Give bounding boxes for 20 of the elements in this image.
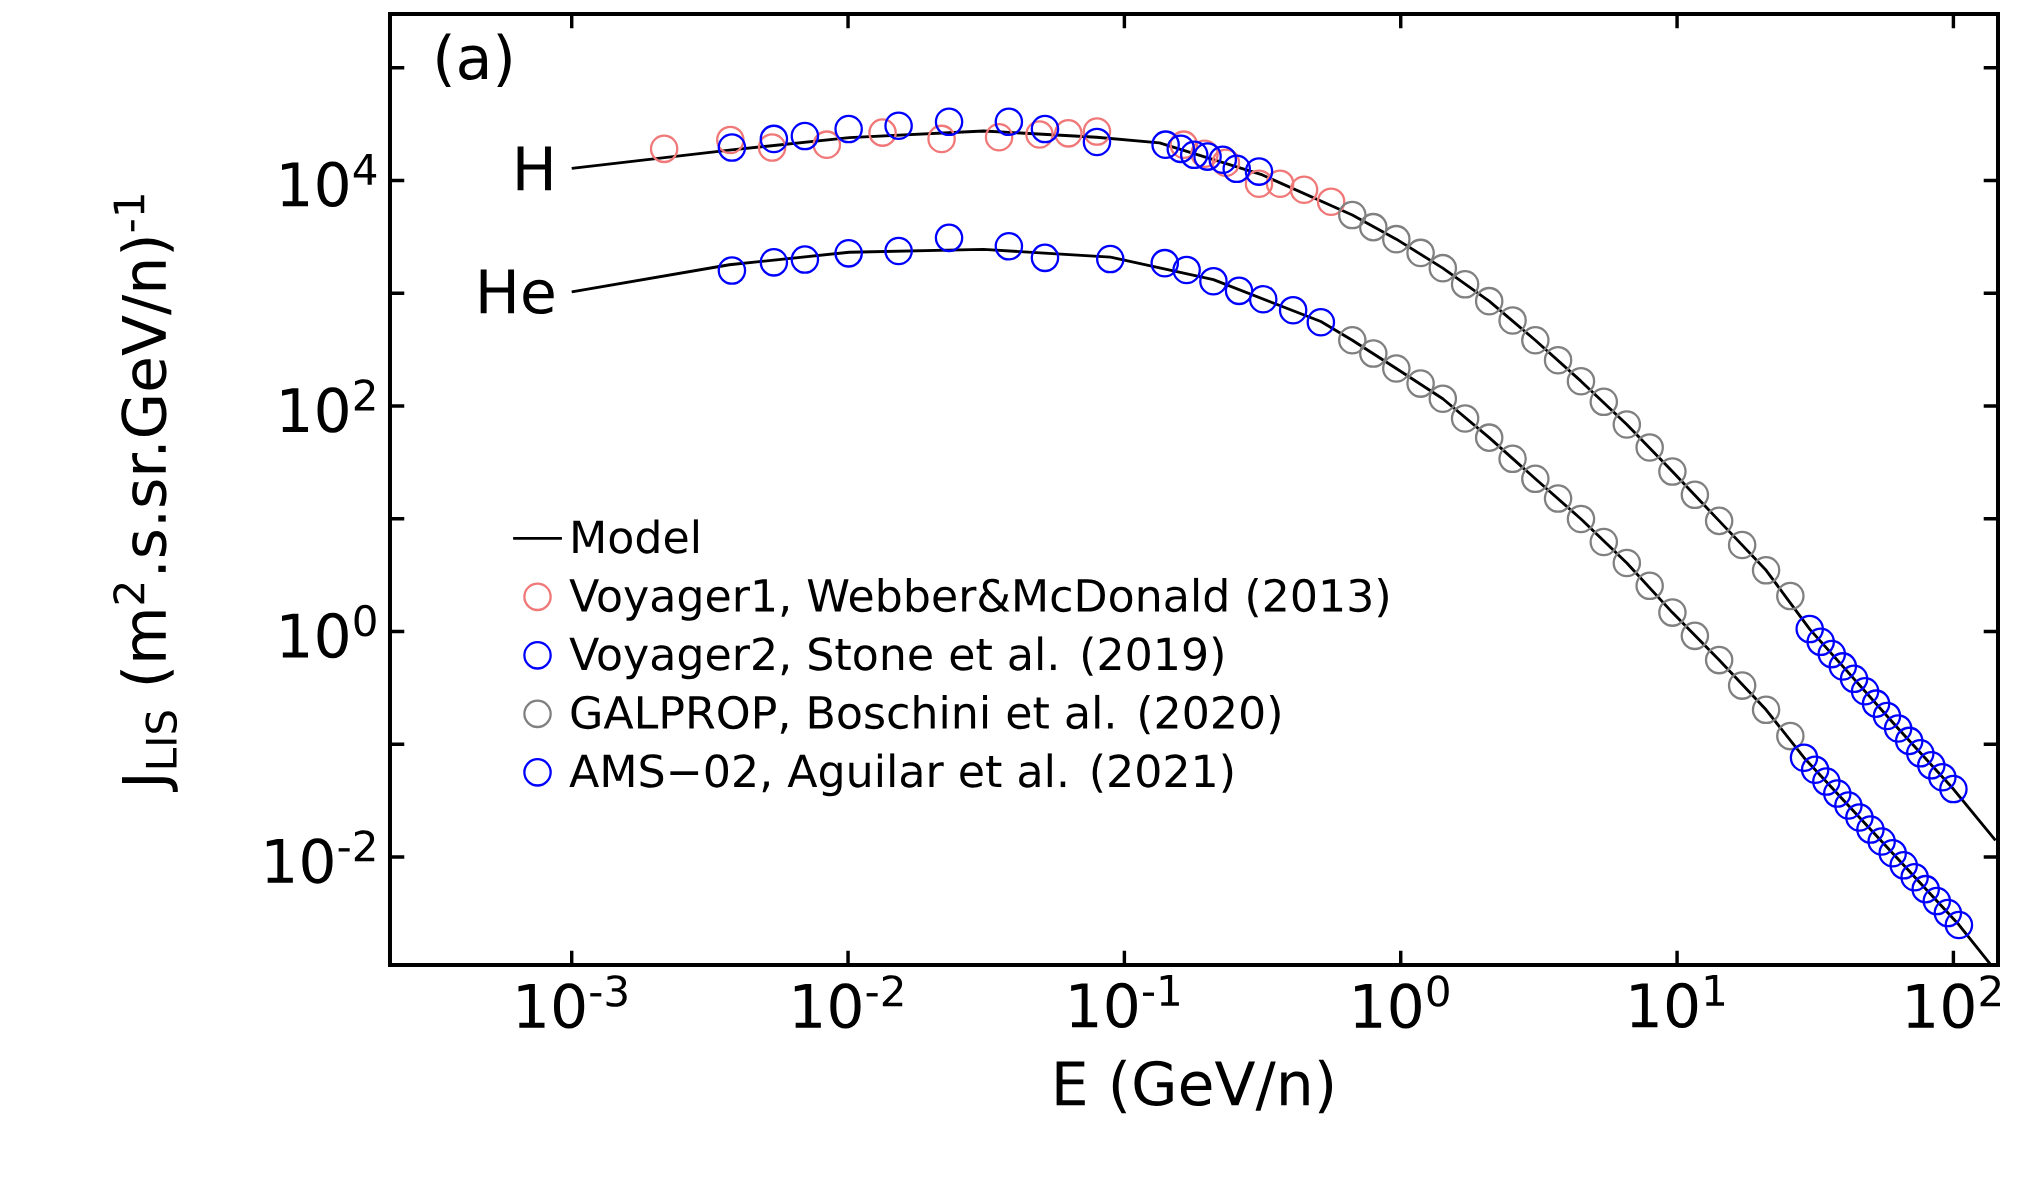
y-tick-label: 10$^{4}$ [281,154,377,208]
legend-label: AMS−02, Aguilar et al. (2021) [569,753,1233,797]
y-tick-label: 10$^{-2}$ [266,830,375,884]
x-axis-title: E (GeV/n) [1056,1059,1333,1114]
annotation: H [517,146,551,191]
annotation: (a) [437,33,511,88]
x-tick-label: 10$^{0}$ [1355,975,1449,1029]
legend-label: GALPROP, Boschini et al. (2020) [571,694,1280,735]
y-axis-title: J$_{LIS}$ (m$^{2}$.s.sr.GeV/n)$^{-1}$ [113,195,178,793]
annotation: He [480,269,554,315]
legend-label: Model [573,519,698,554]
y-tick-label: 10$^{2}$ [281,379,375,433]
x-tick-label: 10$^{-2}$ [794,975,903,1029]
x-tick-label: 10$^{-1}$ [1071,975,1179,1029]
x-tick-label: 10$^{2}$ [1907,975,2000,1029]
x-tick-label: 10$^{1}$ [1631,975,1725,1029]
y-tick-label: 10$^{0}$ [281,604,376,659]
x-tick-label: 10$^{-3}$ [518,975,627,1029]
legend-label: Voyager2, Stone et al. (2019) [569,636,1223,680]
legend-label: Voyager1, Webber&McDonald (2013) [569,577,1388,621]
